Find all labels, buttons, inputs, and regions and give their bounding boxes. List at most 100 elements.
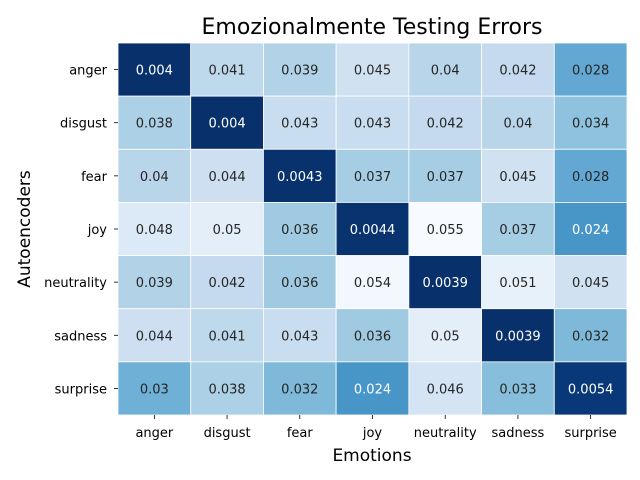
cell-value-label: 0.03 [140, 382, 169, 397]
heatmap-cell [190, 42, 264, 97]
cell-value-label: 0.004 [208, 117, 245, 132]
heatmap-cell [335, 148, 410, 203]
x-tick-label: sadness [492, 426, 545, 441]
heatmap-cell [117, 361, 192, 416]
cell-value-label: 0.0043 [277, 170, 323, 185]
cell-value-label: 0.038 [136, 117, 173, 132]
cell-value-label: 0.04 [431, 64, 460, 79]
cell-value-label: 0.038 [208, 382, 245, 397]
cell-value-label: 0.043 [281, 329, 318, 344]
heatmap-cell [553, 202, 628, 256]
heatmap-cell [481, 361, 555, 416]
heatmap-cell [553, 95, 628, 150]
cell-value-label: 0.043 [281, 117, 318, 132]
heatmap-cell [408, 148, 482, 203]
cell-value-label: 0.05 [213, 223, 242, 238]
heatmap-cell [481, 308, 555, 363]
cell-value-label: 0.0044 [350, 223, 396, 238]
cell-value-label: 0.044 [136, 329, 173, 344]
heatmap-cell [117, 42, 192, 97]
cell-value-label: 0.032 [281, 382, 318, 397]
heatmap-cell [263, 42, 337, 97]
heatmap-cell [553, 42, 628, 97]
heatmap-cell [190, 95, 264, 150]
x-tick-label: anger [135, 426, 173, 441]
cell-value-label: 0.037 [354, 170, 391, 185]
cell-value-label: 0.036 [281, 276, 318, 291]
heatmap-cell [263, 148, 337, 203]
heatmap-cell [553, 255, 628, 310]
cell-value-label: 0.041 [208, 329, 245, 344]
heatmap-cell [481, 95, 555, 150]
cell-value-label: 0.028 [572, 64, 609, 79]
cell-value-label: 0.039 [281, 64, 318, 79]
cell-value-label: 0.045 [354, 64, 391, 79]
heatmap-cell [190, 361, 264, 416]
cell-value-label: 0.042 [499, 64, 536, 79]
cell-value-label: 0.0039 [495, 329, 541, 344]
x-tick-label: surprise [564, 426, 616, 441]
y-tick-label: joy [87, 223, 108, 238]
heatmap-cell [553, 308, 628, 363]
cell-value-label: 0.024 [572, 223, 609, 238]
cell-value-label: 0.05 [431, 329, 460, 344]
heatmap-cell [117, 308, 192, 363]
cell-value-label: 0.044 [208, 170, 245, 185]
y-tick-label: surprise [55, 382, 107, 397]
x-tick-label: fear [287, 426, 314, 441]
cell-value-label: 0.045 [572, 276, 609, 291]
cell-value-label: 0.04 [503, 117, 532, 132]
cell-value-label: 0.055 [427, 223, 464, 238]
cell-value-label: 0.036 [354, 329, 391, 344]
cell-value-label: 0.051 [499, 276, 536, 291]
cell-value-label: 0.037 [427, 170, 464, 185]
heatmap-cell [335, 308, 410, 363]
cell-value-label: 0.042 [427, 117, 464, 132]
y-axis-ticks: anger disgust fear joy neutrality sadness surp… [44, 64, 118, 397]
cell-value-label: 0.034 [572, 117, 609, 132]
heatmap-cell [263, 308, 337, 363]
x-tick-label: disgust [204, 426, 251, 441]
heatmap-cell [408, 95, 482, 150]
cell-value-label: 0.036 [281, 223, 318, 238]
cell-value-label: 0.028 [572, 170, 609, 185]
cell-value-label: 0.042 [208, 276, 245, 291]
heatmap-cell [408, 202, 482, 256]
heatmap-cell [263, 95, 337, 150]
y-axis-label: Autoencoders [15, 170, 35, 288]
heatmap-cell [553, 361, 628, 416]
cell-value-label: 0.048 [136, 223, 173, 238]
heatmap-cell [553, 148, 628, 203]
heatmap-cell [190, 148, 264, 203]
heatmap-cell [335, 202, 410, 256]
cell-value-label: 0.039 [136, 276, 173, 291]
x-axis-label: Emotions [332, 446, 411, 466]
cell-value-label: 0.054 [354, 276, 391, 291]
x-tick-label: joy [362, 426, 383, 441]
cell-value-label: 0.032 [572, 329, 609, 344]
heatmap-cell [263, 202, 337, 256]
y-tick-label: neutrality [44, 276, 107, 291]
cell-value-label: 0.043 [354, 117, 391, 132]
x-tick-label: neutrality [414, 426, 477, 441]
cell-value-label: 0.045 [499, 170, 536, 185]
heatmap-cell [190, 202, 264, 256]
heatmap-cell [117, 255, 192, 310]
x-axis-ticks: anger disgust fear joy neutrality sadness surp… [135, 415, 617, 441]
heatmap-cell [117, 148, 192, 203]
heatmap-cell [190, 255, 264, 310]
cell-value-label: 0.0039 [422, 276, 468, 291]
heatmap-cell [263, 255, 337, 310]
y-tick-label: fear [81, 170, 108, 185]
cell-value-label: 0.033 [499, 382, 536, 397]
chart-title: Emozionalmente Testing Errors [202, 15, 543, 40]
cell-value-label: 0.046 [427, 382, 464, 397]
cell-value-label: 0.004 [136, 64, 173, 79]
heatmap-cell [408, 361, 482, 416]
y-tick-label: anger [69, 64, 107, 79]
heatmap-cell [481, 148, 555, 203]
cell-value-label: 0.037 [499, 223, 536, 238]
y-tick-label: disgust [60, 117, 107, 132]
cell-value-label: 0.024 [354, 382, 391, 397]
